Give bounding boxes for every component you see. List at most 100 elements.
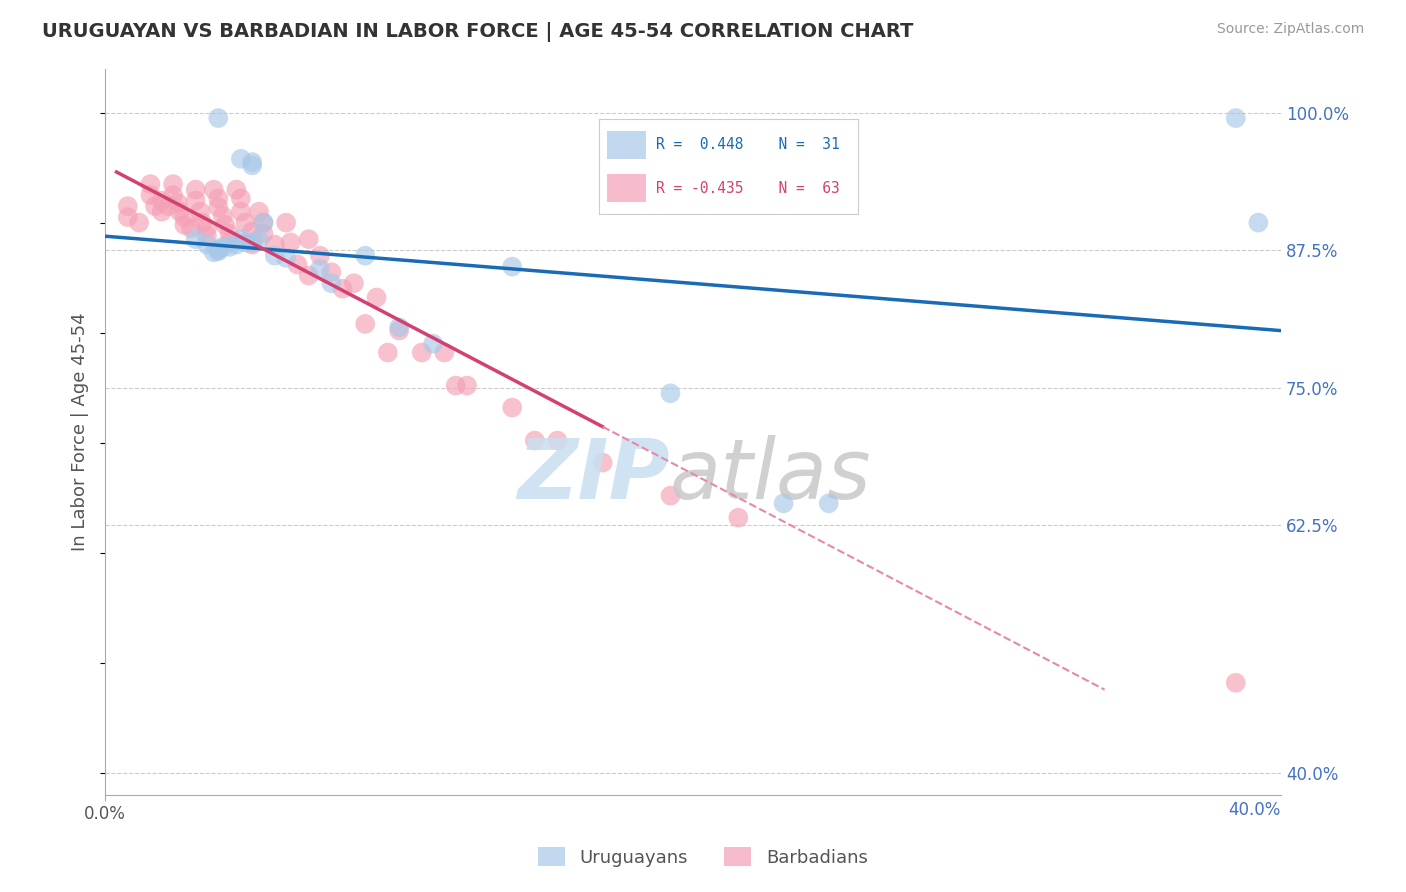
Point [207, 191, 229, 205]
Point [195, 221, 218, 235]
Point [546, 434, 568, 448]
Text: Source: ZipAtlas.com: Source: ZipAtlas.com [1216, 22, 1364, 37]
Point [772, 496, 794, 510]
Point [173, 218, 195, 232]
Point [321, 276, 343, 290]
Point [240, 237, 263, 252]
Point [592, 456, 614, 470]
Point [235, 235, 257, 250]
Point [225, 237, 247, 252]
Point [274, 216, 297, 230]
Point [240, 224, 263, 238]
Point [1247, 216, 1270, 230]
Point [274, 251, 297, 265]
Point [211, 240, 233, 254]
Point [166, 195, 188, 210]
Point [298, 232, 321, 246]
Point [173, 210, 195, 224]
Point [298, 268, 321, 283]
Text: 40.0%: 40.0% [1229, 800, 1281, 819]
Point [433, 345, 456, 359]
Point [157, 199, 180, 213]
Text: atlas: atlas [669, 435, 872, 516]
Point [218, 240, 240, 254]
Point [240, 155, 263, 169]
Point [817, 496, 839, 510]
Point [139, 188, 162, 202]
Point [218, 227, 240, 241]
Point [229, 232, 252, 246]
Point [207, 243, 229, 257]
Point [659, 489, 682, 503]
Point [456, 378, 478, 392]
Point [287, 257, 309, 271]
Point [263, 249, 285, 263]
Point [252, 216, 274, 230]
Point [240, 158, 263, 172]
Point [162, 177, 184, 191]
Point [117, 210, 139, 224]
Point [388, 324, 411, 338]
Point [321, 265, 343, 279]
Point [366, 291, 388, 305]
Point [184, 183, 207, 197]
Point [139, 177, 162, 191]
Point [309, 261, 332, 276]
Point [247, 232, 270, 246]
Point [309, 249, 332, 263]
Point [207, 242, 229, 256]
Point [188, 204, 211, 219]
Point [377, 345, 399, 359]
Point [229, 204, 252, 219]
Point [207, 111, 229, 125]
Point [150, 194, 173, 208]
Point [523, 434, 546, 448]
Point [211, 209, 233, 223]
Point [444, 378, 467, 392]
Point [659, 386, 682, 401]
Point [202, 183, 225, 197]
Point [207, 244, 229, 259]
Point [501, 260, 523, 274]
Point [343, 276, 366, 290]
Point [214, 218, 236, 232]
Point [247, 204, 270, 219]
Point [207, 200, 229, 214]
Point [202, 245, 225, 260]
Point [354, 249, 377, 263]
Point [191, 216, 214, 230]
Point [411, 345, 433, 359]
Point [235, 216, 257, 230]
Point [225, 183, 247, 197]
Point [117, 199, 139, 213]
Point [195, 237, 218, 252]
Y-axis label: In Labor Force | Age 45-54: In Labor Force | Age 45-54 [72, 312, 89, 551]
Point [195, 228, 218, 243]
Legend: Uruguayans, Barbadians: Uruguayans, Barbadians [531, 840, 875, 874]
Point [128, 216, 150, 230]
Point [218, 235, 240, 250]
Point [388, 320, 411, 334]
Point [501, 401, 523, 415]
Point [280, 235, 302, 250]
Point [252, 227, 274, 241]
Point [727, 510, 749, 524]
Point [229, 152, 252, 166]
Point [252, 216, 274, 230]
Point [354, 317, 377, 331]
Point [162, 188, 184, 202]
Point [263, 237, 285, 252]
Point [332, 282, 354, 296]
Point [1225, 675, 1247, 690]
Point [184, 232, 207, 246]
Point [422, 336, 444, 351]
Point [240, 235, 263, 250]
Point [1225, 111, 1247, 125]
Point [180, 221, 202, 235]
Point [184, 194, 207, 208]
Text: ZIP: ZIP [517, 435, 669, 516]
Text: URUGUAYAN VS BARBADIAN IN LABOR FORCE | AGE 45-54 CORRELATION CHART: URUGUAYAN VS BARBADIAN IN LABOR FORCE | … [42, 22, 914, 42]
Point [169, 204, 191, 219]
Point [150, 204, 173, 219]
Point [229, 191, 252, 205]
